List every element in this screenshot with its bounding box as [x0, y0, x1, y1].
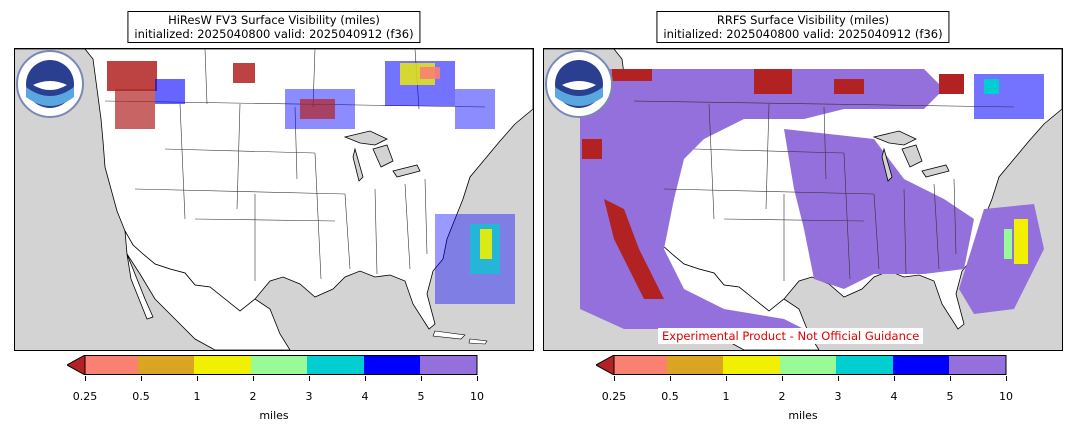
colorbar-ticks: 0.25 0.5 1 2 3 4 5 10 — [596, 376, 1036, 406]
map-canvas — [544, 49, 1062, 350]
tick-label: 4 — [361, 390, 369, 403]
panel-hiresw-fv3: HiResW FV3 Surface Visibility (miles) in… — [14, 0, 534, 439]
tick-label: 5 — [417, 390, 425, 403]
title-line-2: initialized: 2025040800 valid: 202504091… — [663, 27, 943, 41]
tick-label: 10 — [999, 390, 1013, 403]
visibility-map — [14, 48, 534, 351]
tick-label: 0.5 — [132, 390, 150, 403]
noaa-logo — [16, 50, 84, 118]
visibility-field — [580, 69, 1044, 329]
map-canvas — [15, 49, 533, 350]
panel-rrfs: RRFS Surface Visibility (miles) initiali… — [543, 0, 1063, 439]
visibility-map: Experimental Product - Not Official Guid… — [543, 48, 1063, 351]
title-line-1: RRFS Surface Visibility (miles) — [716, 13, 890, 27]
colorbar — [67, 355, 478, 375]
visibility-field — [107, 61, 515, 304]
colorbar-label: miles — [259, 409, 289, 422]
tick-label: 4 — [890, 390, 898, 403]
noaa-logo — [545, 50, 613, 118]
tick-label: 2 — [249, 390, 257, 403]
colorbar-ticks: 0.25 0.5 1 2 3 4 5 10 — [67, 376, 507, 406]
great-lakes — [872, 130, 950, 182]
political-boundaries — [633, 100, 1015, 281]
tick-label: 0.25 — [72, 390, 98, 403]
tick-label: 0.25 — [601, 390, 627, 403]
tick-label: 1 — [722, 390, 730, 403]
colorbar-segments — [614, 355, 1006, 375]
tick-label: 2 — [778, 390, 786, 403]
panel-title: RRFS Surface Visibility (miles) initiali… — [656, 11, 950, 43]
experimental-disclaimer: Experimental Product - Not Official Guid… — [658, 328, 924, 344]
tick-label: 3 — [834, 390, 842, 403]
baja-peninsula — [126, 253, 154, 320]
colorbar-segments — [85, 355, 477, 375]
tick-label: 1 — [193, 390, 201, 403]
panel-title: HiResW FV3 Surface Visibility (miles) in… — [127, 11, 421, 43]
land-mexico — [124, 230, 291, 350]
title-line-2: initialized: 2025040800 valid: 202504091… — [134, 27, 414, 41]
colorbar — [596, 355, 1007, 375]
title-line-1: HiResW FV3 Surface Visibility (miles) — [168, 13, 380, 27]
great-lakes — [343, 130, 421, 182]
caribbean-islands — [432, 330, 488, 345]
colorbar-label: miles — [788, 409, 818, 422]
tick-label: 3 — [305, 390, 313, 403]
tick-label: 5 — [946, 390, 954, 403]
tick-label: 10 — [470, 390, 484, 403]
tick-label: 0.5 — [661, 390, 679, 403]
